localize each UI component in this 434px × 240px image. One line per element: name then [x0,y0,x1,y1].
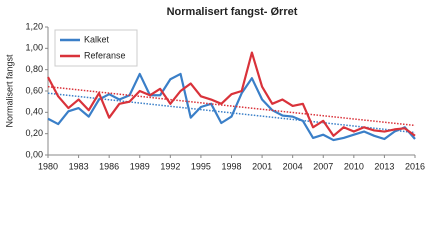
series-line [47,51,416,137]
x-tick-label: 1992 [160,161,180,171]
chart-title: Normalisert fangst- Ørret [167,6,298,18]
x-tick-label: 2004 [283,161,303,171]
trend-line [47,92,416,134]
x-tick-label: 2007 [313,161,333,171]
y-tick-label: 0,80 [25,64,43,74]
y-tick-label: 0,40 [25,107,43,117]
x-tick-label: 2010 [344,161,364,171]
y-tick-label: 0,00 [25,149,43,159]
y-tick-label: 1,20 [25,21,43,31]
x-tick-label: 1986 [99,161,119,171]
x-tick-label: 1980 [38,161,58,171]
legend-label: Referanse [84,50,126,60]
trend-line [47,85,416,127]
x-tick-label: 1998 [221,161,241,171]
y-tick-label: 0,20 [25,128,43,138]
legend-label: Kalket [84,34,110,44]
x-tick-label: 2013 [374,161,394,171]
series-line [47,72,416,142]
y-tick-label: 1,00 [25,43,43,53]
x-tick-label: 2016 [405,161,425,171]
legend-box [54,29,138,67]
x-tick-label: 2001 [252,161,272,171]
x-tick-label: 1983 [69,161,89,171]
y-axis-title: Normalisert fangst [4,54,14,128]
chart: Normalisert fangst- Ørret Normalisert fa… [4,6,425,171]
x-tick-label: 1989 [130,161,150,171]
y-tick-label: 0,60 [25,85,43,95]
x-tick-label: 1995 [191,161,211,171]
